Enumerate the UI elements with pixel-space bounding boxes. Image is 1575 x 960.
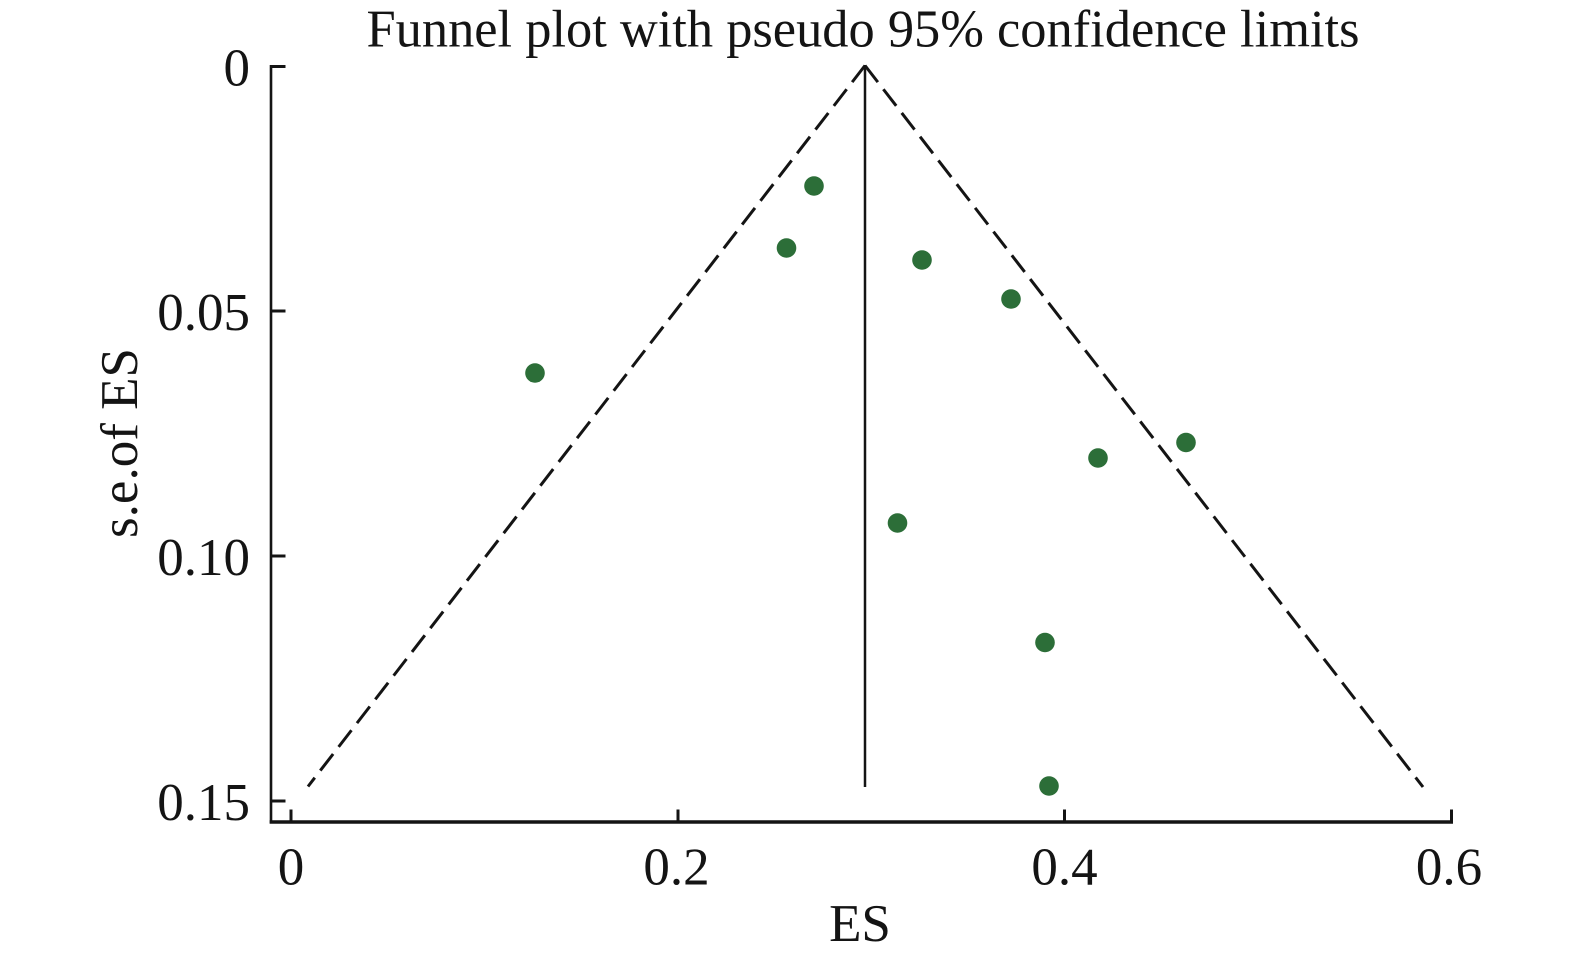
svg-text:Funnel plot with pseudo 95% co: Funnel plot with pseudo 95% confidence l…: [367, 1, 1360, 59]
svg-text:0.05: 0.05: [157, 284, 250, 342]
svg-text:0.15: 0.15: [157, 774, 250, 832]
svg-text:0: 0: [224, 40, 251, 98]
svg-text:0.10: 0.10: [157, 529, 250, 587]
svg-text:0.4: 0.4: [1031, 839, 1097, 897]
svg-text:0.2: 0.2: [643, 839, 709, 897]
svg-text:0: 0: [278, 839, 305, 897]
svg-text:ES: ES: [829, 895, 891, 953]
svg-text:s.e.of ES: s.e.of ES: [91, 348, 149, 538]
svg-text:0.6: 0.6: [1416, 839, 1482, 897]
